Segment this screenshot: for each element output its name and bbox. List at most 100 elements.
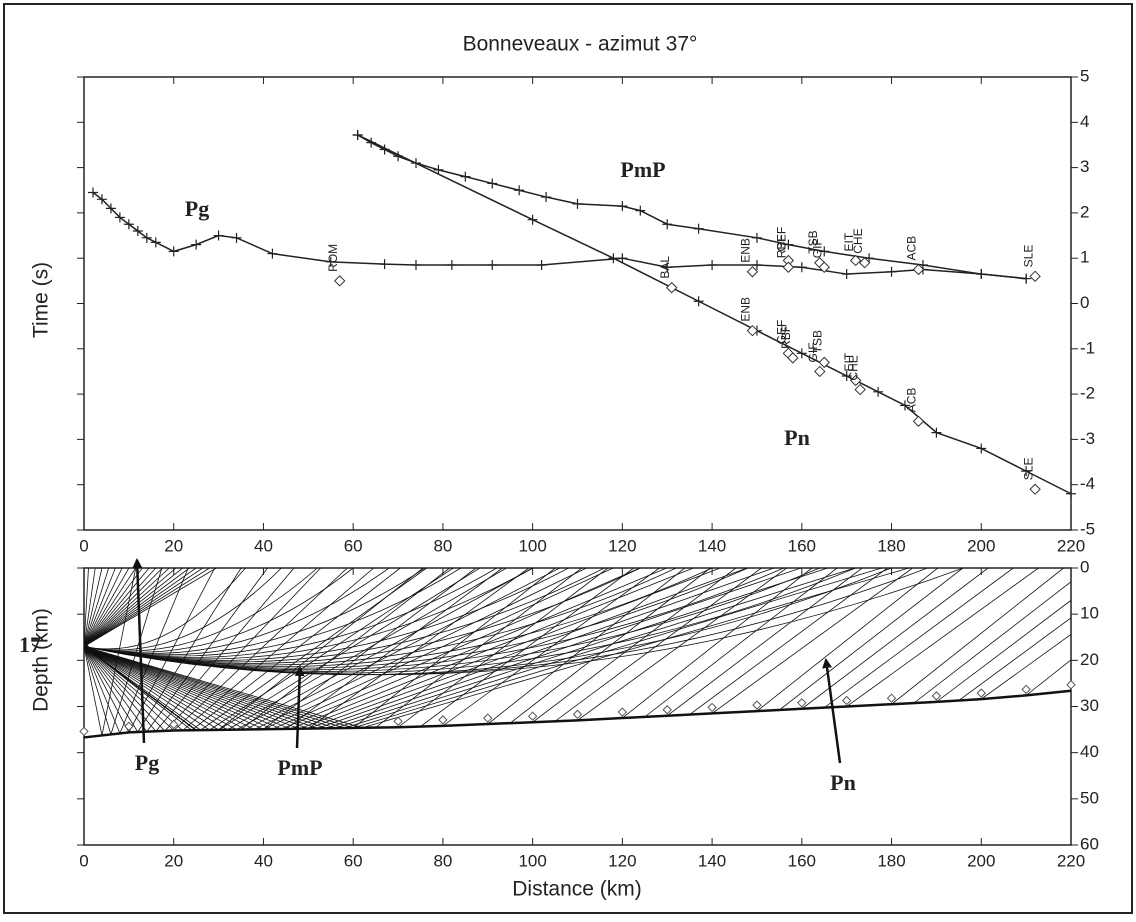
y-tick-label: -5 bbox=[1080, 519, 1095, 538]
x-tick-label: 100 bbox=[518, 536, 546, 555]
point-marker bbox=[1021, 273, 1032, 284]
station-label: EIT bbox=[842, 232, 856, 251]
point-marker bbox=[819, 246, 830, 257]
station-marker bbox=[849, 374, 862, 387]
point-marker bbox=[267, 248, 278, 259]
travel-time-curve bbox=[92, 191, 1027, 280]
moho-marker bbox=[797, 698, 807, 708]
moho-marker bbox=[79, 726, 89, 737]
point-marker bbox=[487, 178, 498, 189]
ray bbox=[84, 568, 609, 731]
ray bbox=[84, 568, 177, 647]
point-marker bbox=[693, 296, 704, 307]
moho-marker bbox=[483, 713, 493, 723]
station-marker bbox=[818, 356, 830, 369]
station-label: CHE bbox=[846, 355, 860, 380]
ray bbox=[84, 568, 928, 676]
y-axis-title: Time (s) bbox=[30, 262, 53, 338]
ray bbox=[84, 568, 136, 647]
station-marker bbox=[787, 352, 799, 364]
x-axis-title: Distance (km) bbox=[512, 878, 642, 901]
frame bbox=[3, 3, 1133, 914]
point-marker bbox=[796, 348, 807, 359]
ray bbox=[84, 568, 183, 647]
x-tick-label: 160 bbox=[788, 536, 816, 555]
x-tick-label: 20 bbox=[164, 536, 183, 555]
ray bbox=[84, 568, 157, 647]
point-marker bbox=[410, 259, 421, 270]
y-tick-label: 50 bbox=[1080, 788, 1099, 807]
station-marker bbox=[849, 254, 862, 267]
point-marker bbox=[231, 232, 242, 243]
point-marker bbox=[325, 256, 336, 267]
point-marker bbox=[379, 259, 390, 270]
station-marker bbox=[666, 281, 678, 294]
station-marker bbox=[818, 261, 830, 273]
point-marker bbox=[931, 427, 942, 438]
station-label: TSB bbox=[806, 230, 820, 253]
ray bbox=[84, 568, 96, 647]
y-tick-label: -3 bbox=[1080, 429, 1095, 448]
y-tick-label: 3 bbox=[1080, 157, 1089, 176]
x-tick-label: 220 bbox=[1057, 851, 1085, 870]
x-tick-label: 140 bbox=[698, 851, 726, 870]
x-tick-label: 120 bbox=[608, 851, 636, 870]
x-tick-label: 220 bbox=[1057, 536, 1085, 555]
point-marker bbox=[617, 201, 628, 212]
moho-marker bbox=[976, 688, 986, 698]
moho-marker bbox=[707, 702, 717, 713]
annotation-arrow bbox=[822, 658, 842, 764]
ray bbox=[84, 633, 1071, 731]
ray bbox=[84, 568, 190, 647]
x-tick-label: 180 bbox=[877, 851, 905, 870]
moho-marker bbox=[841, 695, 852, 706]
ray bbox=[84, 568, 318, 652]
point-marker bbox=[352, 129, 363, 140]
y-axis-title: Depth (km) bbox=[30, 608, 53, 712]
station-marker bbox=[912, 415, 925, 427]
ray bbox=[84, 568, 390, 654]
moho-marker bbox=[1021, 684, 1031, 695]
x-tick-label: 200 bbox=[967, 536, 995, 555]
point-marker bbox=[662, 262, 673, 273]
ray bbox=[84, 568, 163, 647]
x-tick-label: 0 bbox=[79, 536, 88, 555]
moho-marker bbox=[617, 707, 628, 717]
station-label: ACB bbox=[905, 236, 919, 261]
ray bbox=[84, 568, 534, 731]
moho-marker bbox=[169, 719, 179, 730]
point-marker bbox=[662, 219, 673, 230]
point-marker bbox=[168, 246, 179, 257]
station-label: ENB bbox=[739, 238, 753, 263]
point-marker bbox=[976, 269, 987, 280]
source-depth-label: 17 bbox=[19, 632, 41, 657]
point-marker bbox=[123, 219, 134, 230]
point-marker bbox=[751, 259, 762, 270]
point-marker bbox=[536, 259, 547, 270]
point-marker bbox=[841, 370, 852, 381]
ray bbox=[84, 568, 130, 647]
point-marker bbox=[635, 205, 646, 216]
y-tick-label: -4 bbox=[1080, 474, 1095, 493]
station-label: SLE bbox=[1021, 245, 1035, 268]
ray bbox=[84, 568, 354, 653]
ray bbox=[84, 568, 533, 660]
point-marker bbox=[527, 214, 538, 225]
point-marker bbox=[87, 187, 98, 198]
ray-paths bbox=[84, 568, 1071, 736]
station-label: GIF bbox=[806, 342, 820, 362]
point-marker bbox=[572, 198, 583, 209]
ray bbox=[84, 646, 1071, 731]
point-marker bbox=[608, 253, 619, 264]
annotation: Pg bbox=[135, 750, 159, 775]
point-marker bbox=[751, 232, 762, 243]
ray bbox=[84, 568, 503, 731]
travel-time-curve bbox=[357, 134, 1072, 495]
point-marker bbox=[213, 230, 224, 241]
point-marker bbox=[976, 443, 987, 454]
station-label: ROM bbox=[326, 244, 340, 272]
phase-label: PmP bbox=[620, 157, 665, 182]
x-tick-label: 160 bbox=[788, 851, 816, 870]
moho-marker bbox=[438, 715, 448, 725]
ray bbox=[84, 568, 143, 647]
